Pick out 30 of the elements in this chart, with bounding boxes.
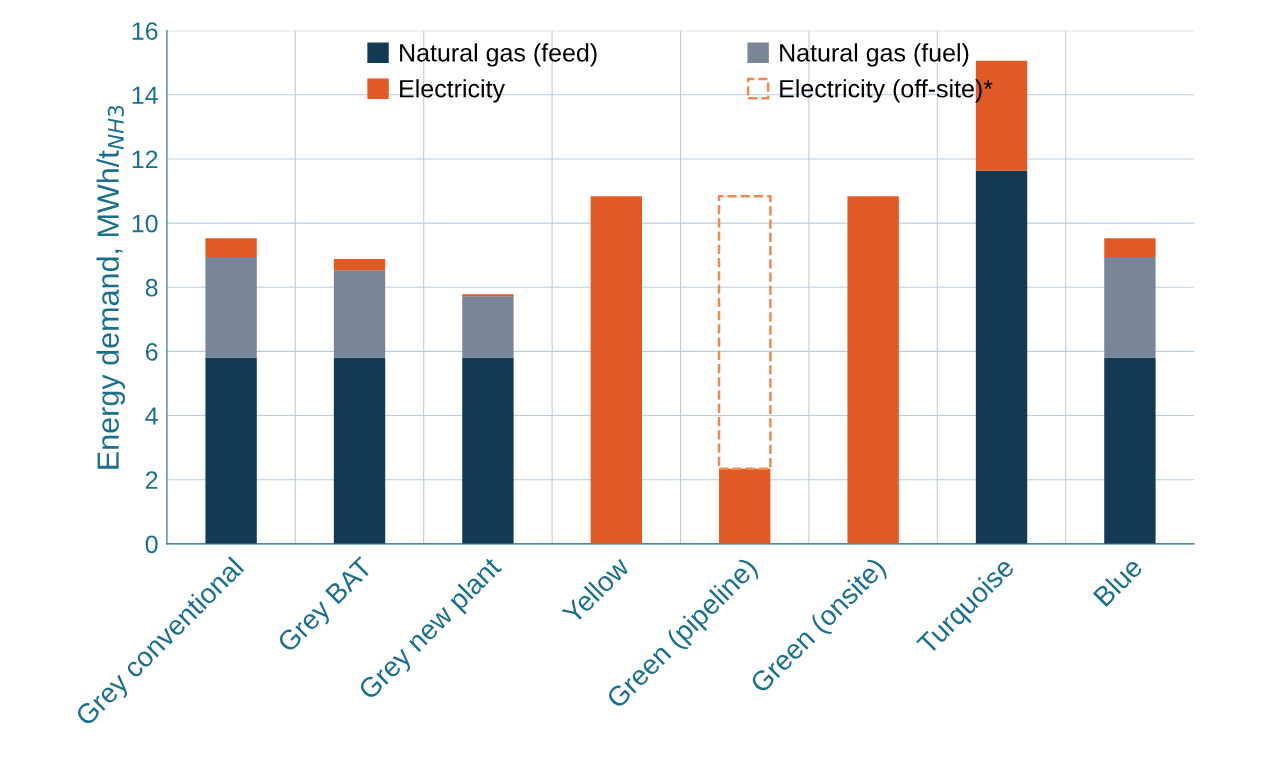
y-tick-label: 10 — [132, 214, 158, 233]
bar — [205, 357, 257, 544]
bar — [462, 296, 514, 358]
y-tick-label: 8 — [145, 278, 158, 297]
bar — [333, 270, 386, 358]
bar — [717, 194, 772, 471]
bar — [333, 357, 386, 544]
bar — [333, 259, 386, 271]
y-tick-label: 14 — [132, 86, 158, 104]
bar — [1104, 238, 1156, 258]
legend-label: Electricity — [400, 79, 505, 103]
y-tick-label: 12 — [132, 150, 158, 168]
y-tick-label: 4 — [145, 407, 158, 425]
bar — [462, 357, 514, 544]
bar — [1104, 257, 1156, 358]
y-tick-label: 6 — [145, 343, 158, 361]
y-tick-label: 2 — [145, 471, 158, 489]
bar — [205, 238, 257, 258]
bar — [847, 196, 899, 544]
legend-label: Natural gas (feed) — [400, 43, 597, 67]
legend-label: Natural gas (fuel) — [780, 43, 969, 67]
bar — [719, 468, 771, 544]
y-tick-label: 0 — [145, 535, 158, 554]
x-tick-label: Blue — [1092, 555, 1144, 608]
y-axis-title: Energy demand, MWh/t$_{NH3}$ — [96, 105, 125, 469]
bar — [590, 196, 642, 544]
bar — [975, 170, 1028, 544]
y-tick-label: 16 — [132, 22, 158, 40]
bar — [205, 257, 257, 358]
bar — [1104, 357, 1156, 544]
